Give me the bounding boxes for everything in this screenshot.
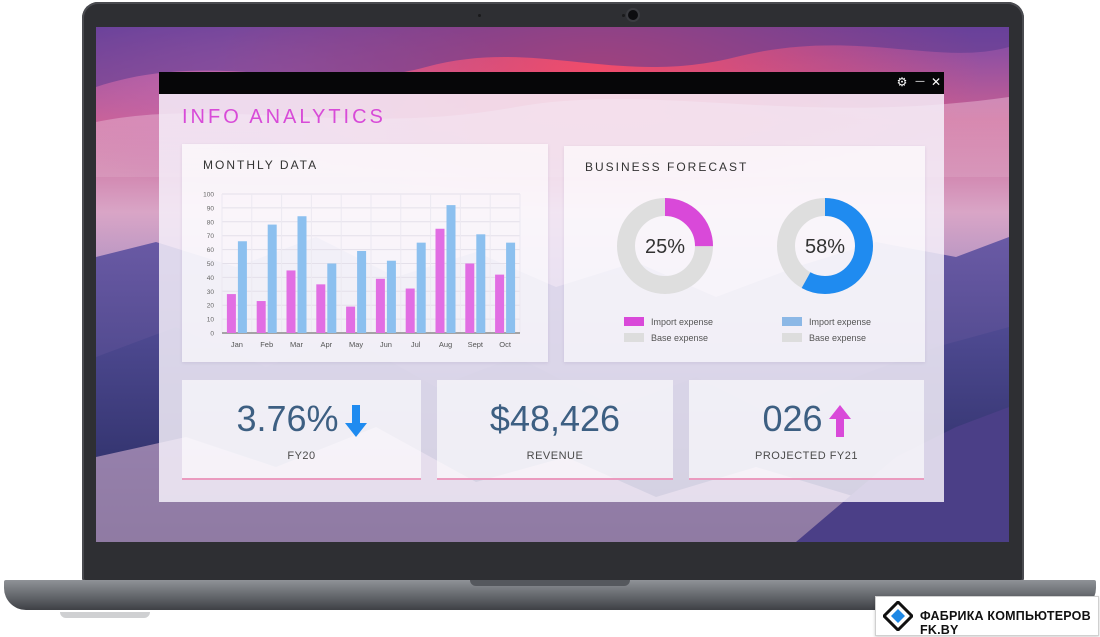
bar: [435, 228, 445, 333]
y-tick-label: 10: [207, 317, 215, 324]
close-button[interactable]: ✕: [930, 75, 942, 89]
bar: [416, 242, 426, 333]
sensor-dot: [478, 14, 481, 17]
bar: [267, 224, 277, 333]
x-tick-label: May: [349, 340, 363, 349]
x-tick-label: Jan: [231, 340, 243, 349]
brand-logo-icon: [883, 601, 913, 631]
laptop-foot: [60, 612, 150, 618]
analytics-window: ⚙ — ✕ INFO ANALYTICS MONTHLY DATA 0 10 20 3…: [159, 72, 944, 502]
legend-label: Import expense: [651, 317, 713, 327]
y-tick-label: 60: [207, 247, 215, 254]
kpi-label: REVENUE: [526, 450, 584, 462]
kpi-label: PROJECTED FY21: [755, 450, 858, 462]
kpi-card-projected: 026 PROJECTED FY21: [689, 380, 924, 480]
minimize-button[interactable]: —: [915, 76, 925, 87]
bar: [226, 294, 236, 333]
legend-swatch: [624, 317, 644, 326]
legend-label: Base expense: [651, 333, 708, 343]
y-tick-label: 20: [207, 303, 215, 310]
legend-swatch: [624, 333, 644, 342]
x-tick-label: Oct: [499, 340, 512, 349]
bar: [316, 284, 326, 333]
y-tick-label: 50: [207, 261, 215, 268]
y-tick-label: 30: [207, 289, 215, 296]
y-tick-label: 80: [207, 219, 215, 226]
donut-percent-label: 25%: [645, 236, 685, 258]
bar: [386, 260, 396, 333]
kpi-value-text: 3.76%: [236, 398, 339, 439]
app-title: INFO ANALYTICS: [182, 106, 386, 128]
window-titlebar[interactable]: ⚙ — ✕: [159, 72, 944, 94]
monthly-bar-chart: 0 10 20 30 40 50 60 70 80 90 100 Jan Feb Mar Apr May Jun…: [203, 192, 521, 349]
x-tick-label: Jun: [380, 340, 392, 349]
y-tick-label: 90: [207, 205, 215, 212]
bar: [405, 288, 415, 333]
x-tick-label: Jul: [411, 340, 421, 349]
brand-badge[interactable]: ФАБРИКА КОМПЬЮТЕРОВ FK.BY: [875, 596, 1099, 637]
bar: [357, 250, 367, 333]
y-tick-label: 70: [207, 233, 215, 240]
bar: [286, 270, 296, 333]
bar: [495, 274, 505, 333]
bar: [476, 234, 486, 333]
kpi-value: 026: [689, 398, 924, 440]
legend-swatch: [782, 333, 802, 342]
legend-label: Base expense: [809, 333, 866, 343]
x-tick-label: Mar: [290, 340, 303, 349]
legend-label: Import expense: [809, 317, 871, 327]
settings-icon[interactable]: ⚙: [896, 75, 908, 89]
kpi-label: FY20: [287, 450, 316, 462]
y-tick-label: 0: [210, 331, 214, 338]
sensor-dot: [622, 14, 625, 17]
monthly-data-card: MONTHLY DATA 0 10 20 30 40 50 60 70 80 90 100 Jan Fe…: [182, 144, 548, 362]
bar: [506, 242, 516, 333]
kpi-value: 3.76%: [182, 398, 421, 440]
bar: [446, 205, 456, 333]
kpi-value-text: 026: [762, 398, 823, 439]
laptop-base-notch: [470, 580, 630, 586]
x-tick-label: Feb: [260, 340, 273, 349]
bar: [465, 263, 475, 333]
kpi-card-revenue: $48,426 REVENUE: [437, 380, 673, 480]
arrow-down-icon: [344, 405, 367, 438]
forecast-donuts: 25% Import expense Base expense 58% Import e…: [617, 198, 873, 343]
webcam: [628, 10, 638, 20]
legend-swatch: [782, 317, 802, 326]
bar: [375, 278, 385, 333]
brand-text: ФАБРИКА КОМПЬЮТЕРОВ FK.BY: [920, 609, 1091, 637]
business-forecast-card: BUSINESS FORECAST 25% Import expense Base …: [564, 146, 925, 362]
y-tick-label: 40: [207, 275, 215, 282]
bar: [327, 263, 337, 333]
donut-segment: [617, 198, 713, 294]
bar: [256, 301, 266, 333]
arrow-up-icon: [828, 405, 851, 438]
card-title: BUSINESS FORECAST: [585, 160, 749, 174]
card-title: MONTHLY DATA: [203, 158, 319, 172]
x-tick-label: Sept: [468, 340, 484, 349]
y-tick-label: 100: [203, 192, 214, 199]
bar: [297, 216, 307, 333]
kpi-value: $48,426: [489, 398, 621, 439]
donut-segment: [777, 198, 873, 294]
bar: [346, 306, 356, 333]
kpi-card-fy20: 3.76% FY20: [182, 380, 421, 480]
donut-percent-label: 58%: [805, 236, 845, 258]
x-tick-label: Apr: [320, 340, 332, 349]
bar: [237, 241, 247, 333]
x-tick-label: Aug: [439, 340, 452, 349]
